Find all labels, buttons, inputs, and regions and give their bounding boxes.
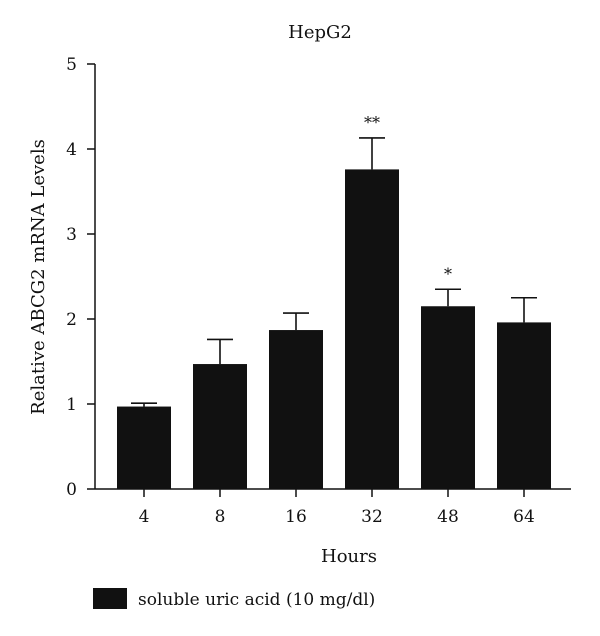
y-tick-label: 1 (66, 395, 77, 415)
bar (497, 322, 551, 489)
legend: soluble uric acid (10 mg/dl) (93, 588, 375, 610)
y-tick-label: 5 (66, 55, 77, 75)
x-tick-label: 32 (361, 507, 383, 527)
y-tick-label: 2 (66, 310, 77, 330)
x-tick-label: 8 (215, 507, 226, 527)
y-tick-label: 3 (66, 225, 77, 245)
bar (193, 364, 247, 489)
bar (345, 169, 399, 489)
bar (117, 406, 171, 489)
legend-swatch (93, 588, 127, 609)
x-tick-label: 16 (285, 507, 307, 527)
x-tick-label: 64 (513, 507, 535, 527)
y-tick-label: 4 (66, 140, 77, 160)
y-tick-label: 0 (66, 480, 77, 500)
x-tick-label: 4 (139, 507, 150, 527)
x-axis-label: Hours (321, 546, 377, 567)
significance-marker: * (444, 264, 452, 283)
x-tick-label: 48 (437, 507, 459, 527)
legend-label: soluble uric acid (10 mg/dl) (138, 590, 375, 610)
y-axis-label: Relative ABCG2 mRNA Levels (28, 139, 49, 415)
significance-marker: ** (364, 113, 380, 132)
bar (269, 330, 323, 489)
chart-title: HepG2 (288, 22, 352, 43)
bar (421, 306, 475, 489)
